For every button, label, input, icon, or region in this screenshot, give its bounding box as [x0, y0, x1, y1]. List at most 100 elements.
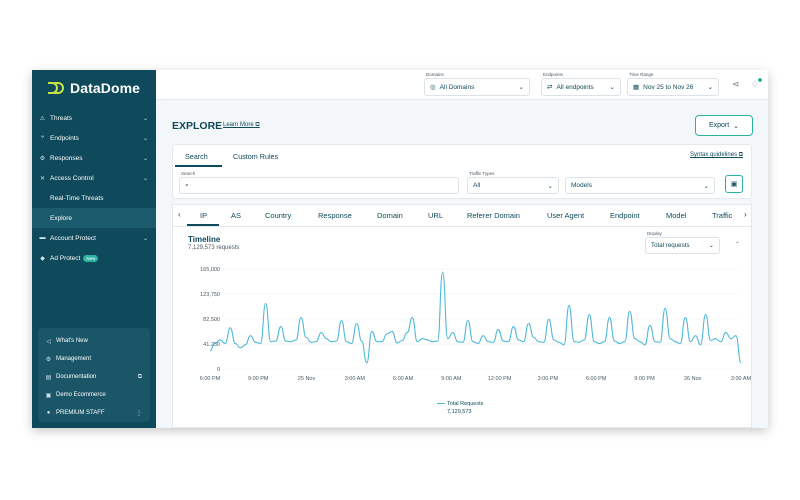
sidebar-item-management[interactable]: ⚙ Management [38, 350, 150, 368]
tab-custom-rules[interactable]: Custom Rules [233, 152, 279, 161]
timeline-card: Timeline 7,129,573 requests Display Tota… [172, 226, 752, 428]
chevron-up-icon[interactable]: ⌃ [735, 242, 741, 248]
search-input[interactable]: ⌕ [179, 177, 459, 194]
sidebar-item-premium-staff[interactable]: ● PREMIUM STAFF ⋮ [38, 404, 150, 422]
x-tick-label: 6:00 AM [393, 376, 414, 382]
time-range-value: Nov 25 to Nov 26 [643, 83, 694, 91]
chevron-down-icon: ⌄ [703, 182, 709, 190]
time-range-select[interactable]: ▦ Nov 25 to Nov 26 ⌄ [627, 78, 719, 96]
endpoints-select[interactable]: ⇄ All endpoints ⌄ [541, 78, 621, 96]
save-query-button[interactable]: ▣ [725, 175, 743, 193]
tab-country[interactable]: Country [265, 211, 292, 220]
sidebar-item-endpoints[interactable]: ⑂ Endpoints ⌄ [32, 128, 156, 148]
external-link-icon: ⧉ [137, 373, 142, 380]
x-tick-label: 12:00 PM [488, 376, 512, 382]
notification-dot [758, 78, 762, 82]
tab-model[interactable]: Model [666, 211, 687, 220]
learn-more-link[interactable]: Learn More ⧉ [223, 122, 260, 129]
x-tick-label: 3:00 AM [731, 376, 752, 382]
share-icon[interactable]: ⋖ [732, 79, 740, 89]
x-tick-label: 25 Nov [298, 376, 316, 382]
sidebar-item-label: Threats [50, 114, 73, 122]
sidebar-item-label: Responses [50, 154, 83, 162]
export-label: Export [708, 122, 730, 129]
gear-icon: ⚙ [39, 155, 46, 162]
sidebar-item-label: Documentation [56, 374, 97, 380]
x-tick-label: 9:00 PM [248, 376, 269, 382]
sidebar-bottom-panel: ◁ What's New ⚙ Management ▤ Documentatio… [38, 328, 150, 422]
tab-as[interactable]: AS [231, 211, 242, 220]
sidebar-item-label: Explore [50, 214, 73, 222]
top-bar: Domains ◎ All Domains ⌄ Endpoints ⇄ All … [156, 70, 768, 100]
x-tick-label: 3:00 AM [345, 376, 366, 382]
tab-domain[interactable]: Domain [377, 211, 403, 220]
tab-user-agent[interactable]: User Agent [547, 211, 585, 220]
main-content: EXPLORE Learn More ⧉ Export ⌄ Search Cus… [156, 100, 768, 428]
active-tab-indicator [175, 165, 222, 167]
bell-icon[interactable]: ♢ [751, 79, 760, 89]
search-field: Search ⌕ [179, 171, 459, 194]
legend-series-name: Total Requests [447, 401, 484, 407]
chevron-right-icon[interactable]: › [742, 210, 747, 219]
sidebar-item-explore[interactable]: Explore [32, 208, 156, 228]
chevron-down-icon: ⌄ [733, 122, 740, 130]
active-dimension-indicator [187, 224, 219, 226]
user-icon: ● [46, 410, 51, 416]
sidebar-item-real-time-threats[interactable]: Real-Time Threats [32, 188, 156, 208]
endpoints-icon: ⇄ [547, 84, 553, 91]
store-icon: ▣ [45, 392, 52, 399]
series-line-total-requests[interactable] [209, 271, 742, 364]
chevron-down-icon: ⌄ [142, 175, 148, 182]
external-link-icon: ⧉ [255, 122, 260, 128]
sidebar-item-label: Management [56, 356, 92, 362]
traffic-types-select[interactable]: All ⌄ [467, 177, 559, 194]
sidebar-item-documentation[interactable]: ▤ Documentation ⧉ [38, 368, 150, 386]
tab-referer-domain[interactable]: Referer Domain [467, 211, 520, 220]
sidebar-item-label: Ad Protect [50, 254, 81, 262]
endpoints-icon: ⑂ [40, 135, 45, 141]
logo[interactable]: DataDome [48, 80, 140, 96]
sidebar-item-demo-ecommerce[interactable]: ▣ Demo Ecommerce [38, 386, 150, 404]
timeline-title: Timeline [188, 235, 221, 244]
search-icon: ⌕ [185, 181, 189, 189]
chevron-down-icon: ⌄ [708, 242, 714, 249]
syntax-guidelines-link[interactable]: Syntax guidelines ⧉ [690, 152, 743, 159]
sidebar-item-label: Demo Ecommerce [56, 392, 106, 398]
chevron-down-icon: ⌄ [142, 155, 148, 162]
search-label: Search [181, 171, 196, 176]
sidebar-item-account-protect[interactable]: ▬ Account Protect ⌄ [32, 228, 156, 248]
globe-icon: ◎ [430, 84, 436, 91]
timeline-chart: 165,000 123,750 82,500 41,250 0 6:00 PM 9:00 P… [200, 267, 752, 382]
display-field: Display Total requests ⌄ [645, 231, 720, 254]
chevron-down-icon: ⌄ [707, 84, 713, 91]
sidebar-item-threats[interactable]: ⚠ Threats ⌄ [32, 108, 156, 128]
sidebar-item-responses[interactable]: ⚙ Responses ⌄ [32, 148, 156, 168]
tab-url[interactable]: URL [428, 211, 444, 220]
traffic-types-value: All [473, 182, 481, 189]
domains-select[interactable]: ◎ All Domains ⌄ [424, 78, 530, 96]
more-options-icon[interactable]: ⋮ [136, 410, 142, 417]
sidebar-item-whats-new[interactable]: ◁ What's New [38, 332, 150, 350]
traffic-types-label: Traffic Types [469, 171, 495, 176]
tab-response[interactable]: Response [318, 211, 352, 220]
legend-line-swatch [437, 402, 445, 405]
tab-endpoint[interactable]: Endpoint [610, 211, 640, 220]
ad-icon: ◆ [40, 255, 45, 262]
dimension-tabs: ‹ IP AS Country Response Domain URL Refe… [172, 204, 752, 226]
display-select[interactable]: Total requests ⌄ [645, 237, 720, 254]
tab-traffic[interactable]: Traffic [712, 211, 733, 220]
gear-icon: ⚙ [45, 356, 52, 363]
tab-search[interactable]: Search [185, 152, 208, 161]
sidebar-item-label: PREMIUM STAFF [56, 410, 105, 416]
external-link-icon: ⧉ [738, 152, 743, 158]
logo-text: DataDome [70, 80, 141, 96]
models-select[interactable]: Models ⌄ [565, 177, 715, 194]
export-button[interactable]: Export ⌄ [695, 115, 753, 136]
chevron-left-icon[interactable]: ‹ [178, 210, 181, 219]
syntax-guidelines-label: Syntax guidelines [690, 152, 738, 158]
sidebar-item-ad-protect[interactable]: ◆ Ad Protect New [32, 248, 156, 268]
legend-item[interactable]: Total Requests [437, 401, 483, 407]
display-label: Display [647, 231, 662, 236]
tab-ip[interactable]: IP [200, 211, 208, 220]
sidebar-item-access-control[interactable]: ✕ Access Control ⌄ [32, 168, 156, 188]
